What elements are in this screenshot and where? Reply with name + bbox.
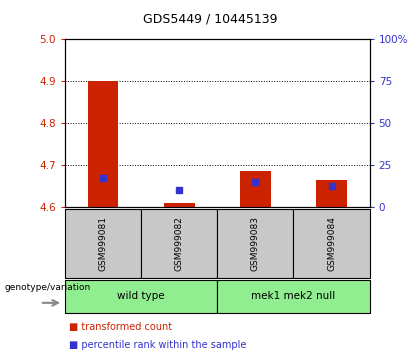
Text: mek1 mek2 null: mek1 mek2 null bbox=[251, 291, 336, 302]
Text: genotype/variation: genotype/variation bbox=[4, 283, 90, 292]
Bar bbox=[316, 180, 347, 207]
Bar bbox=[164, 203, 194, 207]
Text: wild type: wild type bbox=[118, 291, 165, 302]
Bar bbox=[88, 81, 118, 207]
Text: ■ percentile rank within the sample: ■ percentile rank within the sample bbox=[69, 340, 247, 350]
Bar bbox=[240, 171, 270, 207]
Text: GSM999083: GSM999083 bbox=[251, 216, 260, 271]
Text: ■ transformed count: ■ transformed count bbox=[69, 322, 173, 332]
Text: GSM999082: GSM999082 bbox=[175, 216, 184, 271]
Text: GSM999081: GSM999081 bbox=[99, 216, 108, 271]
Text: GSM999084: GSM999084 bbox=[327, 216, 336, 271]
Text: GDS5449 / 10445139: GDS5449 / 10445139 bbox=[143, 12, 277, 25]
